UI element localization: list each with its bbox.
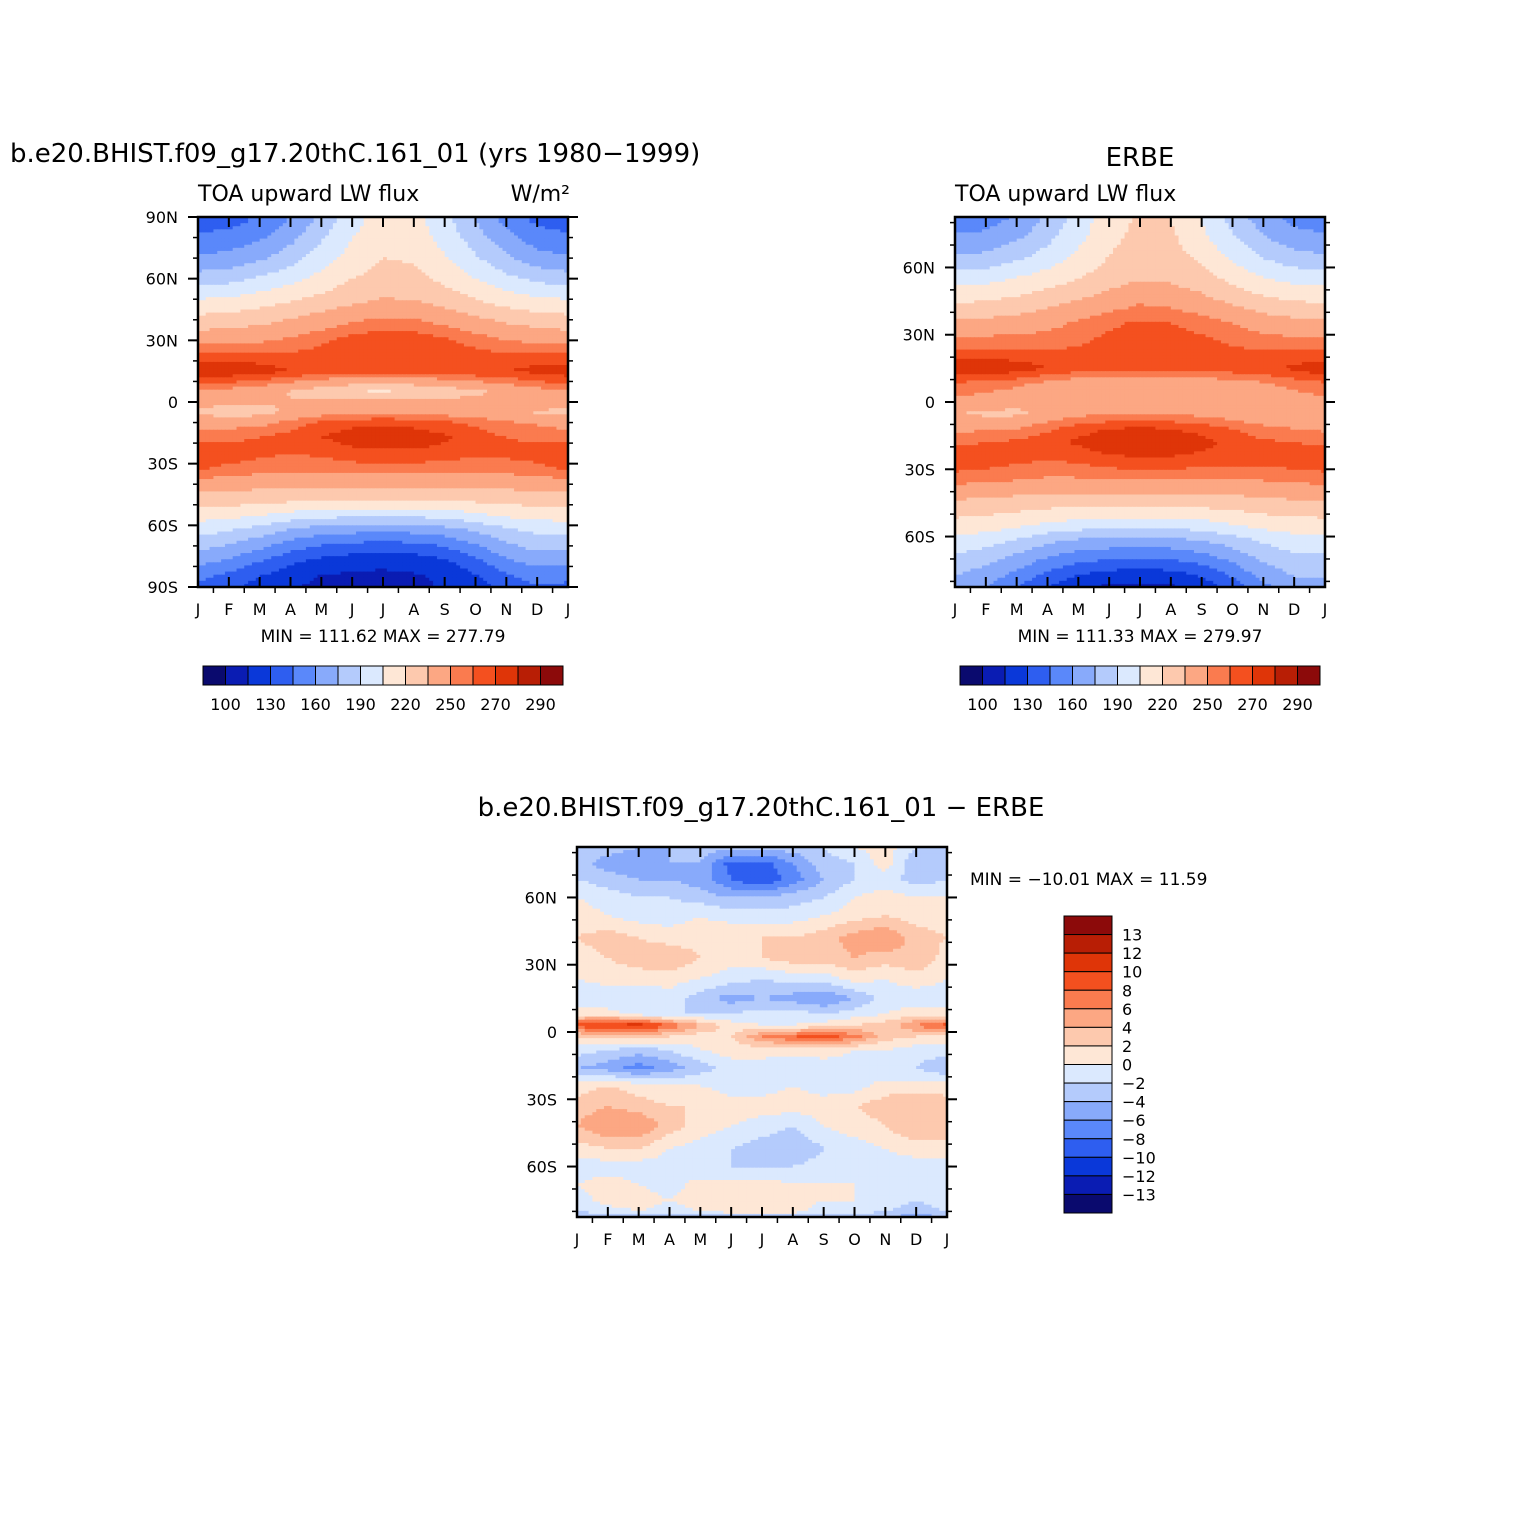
model-variable-label: TOA upward LW flux	[197, 182, 419, 207]
figure-canvas: b.e20.BHIST.f09_g17.20thC.161_01 (yrs 19…	[0, 0, 1524, 1524]
model-units-label: W/m²	[511, 182, 570, 207]
panel-model: b.e20.BHIST.f09_g17.20thC.161_01 (yrs 19…	[10, 139, 700, 714]
model-title: b.e20.BHIST.f09_g17.20thC.161_01 (yrs 19…	[10, 139, 700, 169]
plot-model-cells	[198, 217, 569, 588]
